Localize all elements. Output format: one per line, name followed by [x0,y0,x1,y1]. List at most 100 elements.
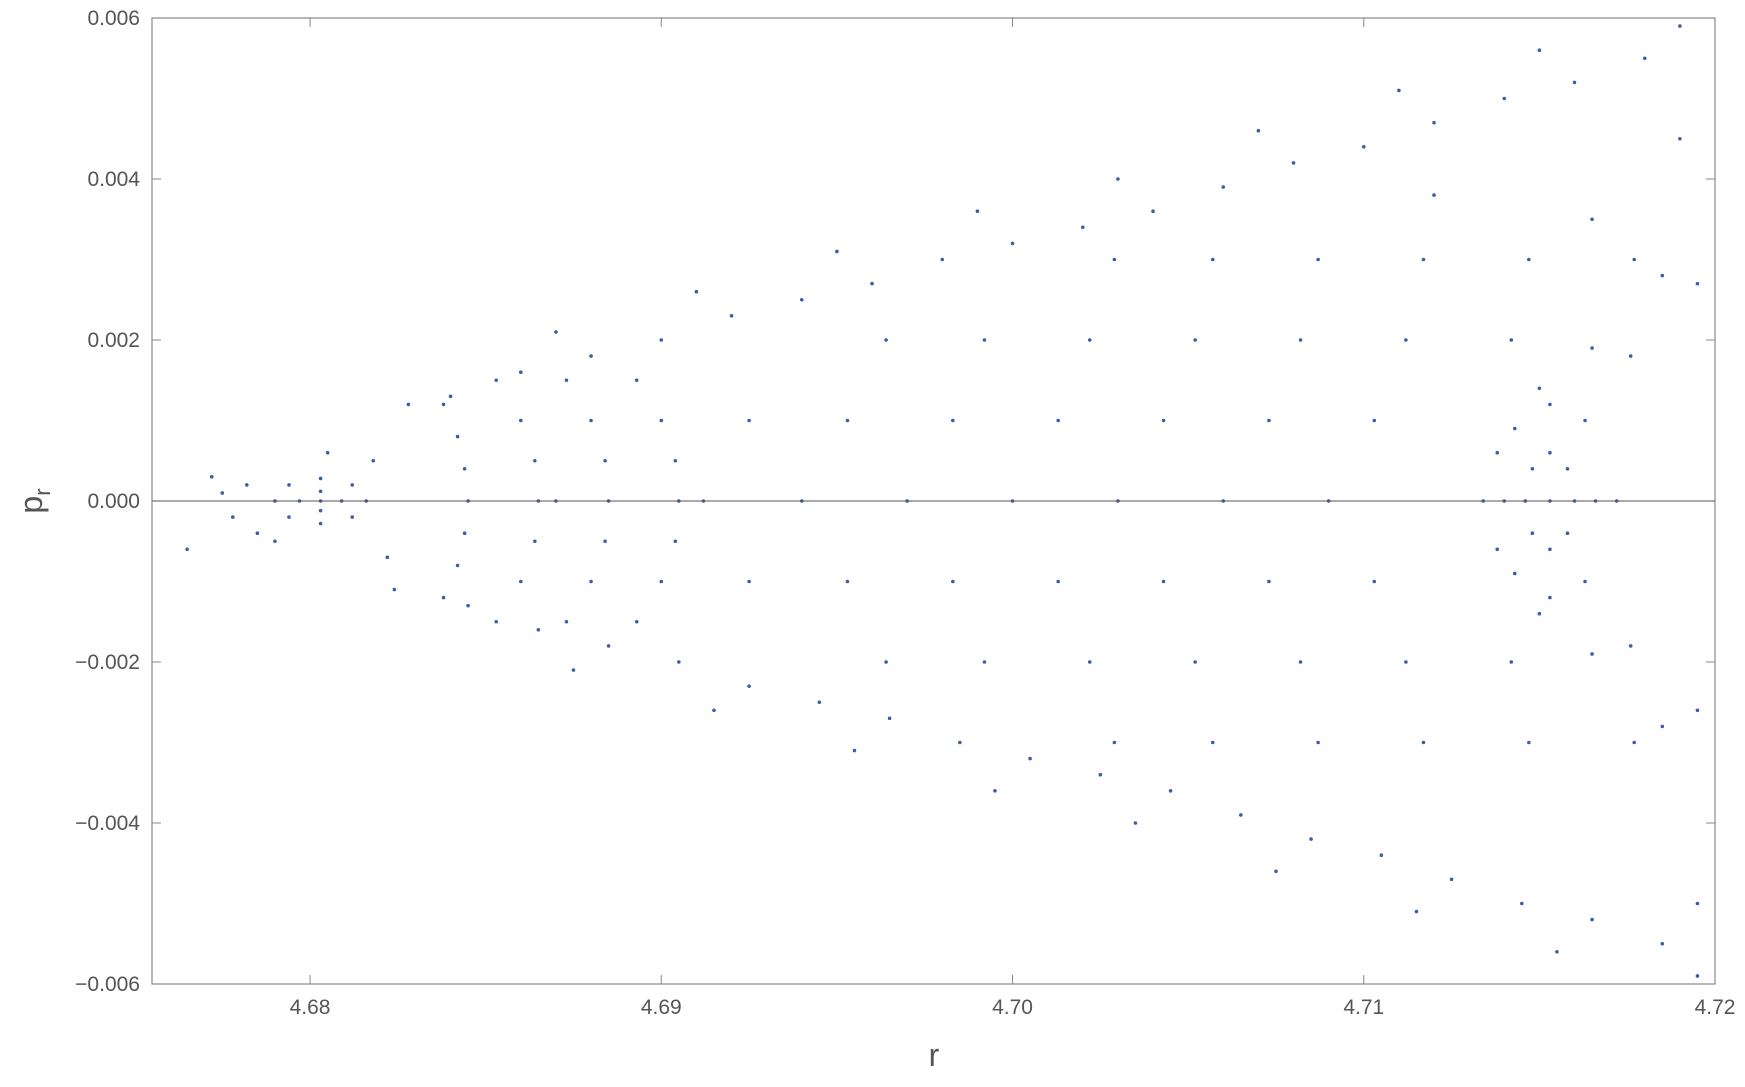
point [1678,24,1682,28]
point [1298,338,1303,342]
point [817,700,822,705]
point [1537,48,1542,52]
point [1168,789,1173,793]
point [1161,418,1166,423]
point [1660,273,1665,278]
point [1432,120,1436,125]
point [1590,652,1594,656]
point [533,458,537,463]
point [845,418,850,423]
point [1695,281,1700,286]
point [1660,724,1665,729]
point [1590,917,1594,922]
point [1316,257,1320,262]
point [1404,660,1408,664]
point [564,378,569,383]
point [318,508,323,513]
point [634,378,639,383]
y-tick-label: 0.004 [87,168,140,191]
point [747,684,751,688]
point [462,467,467,471]
point [1256,128,1261,133]
point [209,475,214,479]
point [1298,660,1303,664]
point [982,338,987,342]
y-axis-label-subscript: r [30,488,55,495]
point [1088,660,1092,664]
x-tick-label: 4.72 [1695,996,1736,1019]
point [1316,740,1320,745]
point [441,402,446,407]
point [1274,869,1278,874]
point [1628,354,1633,358]
point [1080,225,1085,230]
point [518,418,523,423]
point [392,587,397,592]
point [350,515,355,519]
point [1361,145,1366,149]
point [494,378,499,383]
point [1010,241,1015,246]
point [1642,56,1647,61]
point [1695,974,1700,978]
point [1530,467,1535,471]
point [1527,740,1531,745]
point [1267,418,1271,423]
point [462,531,467,535]
point [747,418,751,423]
point [318,521,323,526]
point [852,748,857,753]
point [884,338,888,342]
point [1583,579,1587,584]
point [1414,909,1419,914]
point [325,450,330,455]
point [1161,579,1166,584]
point [677,660,681,664]
y-tick-label: 0.000 [87,490,140,513]
point [1421,740,1426,745]
point [287,515,291,519]
point [1193,338,1197,342]
point [1239,813,1243,817]
point [603,539,607,544]
point [318,489,323,494]
point [564,619,569,624]
point [603,458,607,463]
point [1151,209,1155,213]
y-axis-label: pr [13,488,55,513]
point [993,789,997,793]
point [884,660,888,664]
point [1695,901,1700,906]
point [799,297,804,302]
point [494,619,499,624]
point [1397,88,1401,93]
point [533,539,537,544]
point [1112,257,1117,262]
point [982,660,987,664]
x-tick-label: 4.70 [992,996,1033,1019]
point [245,483,249,487]
point [845,579,850,584]
point [1193,660,1197,664]
point [230,515,235,519]
point [536,628,541,632]
point [571,668,576,672]
point [1632,257,1637,262]
point [1210,740,1215,745]
point [1628,644,1633,648]
axes: −0.006 −0.004 −0.002 0.000 0.002 0.004 0.006 4.… [75,7,1735,1019]
x-axis-label: r [929,1037,940,1073]
point [287,483,291,487]
point [634,619,639,624]
point [448,394,453,399]
point [694,289,699,294]
point [1512,571,1517,576]
point [1098,772,1103,777]
point [1502,96,1507,101]
y-tick-label: 0.006 [87,7,140,30]
point [1678,136,1682,141]
point [1530,531,1535,535]
y-tick-label: −0.004 [75,812,140,835]
